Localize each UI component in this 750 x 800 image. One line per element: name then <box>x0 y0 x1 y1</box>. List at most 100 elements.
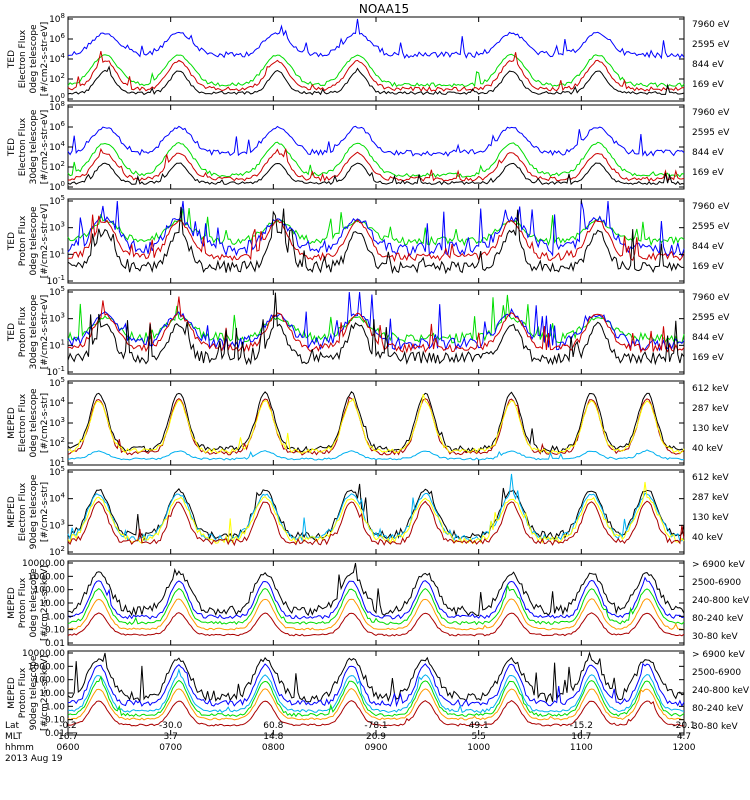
y-axis-label-line: Electron Flux <box>18 117 28 176</box>
y-tick-label: 108 <box>49 100 65 113</box>
legend-entry: 169 eV <box>692 353 725 363</box>
series-line-1 <box>67 294 685 344</box>
series-line-1 <box>67 651 685 704</box>
x-tick-label: -15.2 <box>570 721 593 731</box>
x-tick-label: -78.1 <box>364 721 387 731</box>
x-tick-label: 1000 <box>467 743 490 753</box>
y-axis-label-line: [#/cm2-s-str-eV] <box>40 22 50 97</box>
series-line-2 <box>67 291 685 352</box>
y-tick-label: 1.00 <box>45 702 65 712</box>
x-tick-label: 1200 <box>673 743 696 753</box>
series-line-3 <box>68 214 685 263</box>
x-tick-label: -30.0 <box>159 721 183 731</box>
y-tick-label: 10-1 <box>47 365 65 378</box>
y-tick-label: 10.00 <box>39 599 65 609</box>
panel-2: 100 102 104 106 108 TED Electron Flux 30deg tel… <box>7 100 730 193</box>
panel-frame <box>67 16 685 102</box>
legend-entry: 80-240 keV <box>692 704 744 714</box>
panel-8: 0.01 0.10 1.00 10.00 100.00 1000.00 10000.00 ME… <box>7 649 750 739</box>
panel-4: 10-1 101 103 105 TED Proton Flux 30deg telesco… <box>7 285 730 378</box>
legend-entry: > 6900 keV <box>692 650 746 660</box>
y-axis-label-line: [#/cm2-s-str-eV] <box>40 110 50 185</box>
y-tick-label: 105 <box>49 465 65 478</box>
y-axis-label-line: MEPED <box>7 407 17 439</box>
series-line-4 <box>67 500 685 547</box>
y-tick-label: 106 <box>49 32 65 45</box>
y-axis-label-line: [#/cm2-s-sr-keV] <box>40 565 50 641</box>
y-axis-label-line: 0deg telescope <box>29 568 39 638</box>
series-line-2 <box>67 141 685 178</box>
y-tick-label: 0.01 <box>45 729 65 739</box>
x-tick-label: 60.8 <box>263 721 283 731</box>
legend-entry: 30-80 keV <box>692 632 738 642</box>
legend-entry: 287 keV <box>692 404 729 414</box>
y-tick-label: 104 <box>49 492 65 505</box>
y-tick-label: 10.00 <box>39 689 65 699</box>
y-tick-label: 100 <box>49 92 65 105</box>
legend-entry: 169 eV <box>692 80 725 90</box>
y-tick-label: 102 <box>49 160 65 173</box>
y-tick-label: 102 <box>49 545 65 558</box>
y-axis-label-line: TED <box>7 232 17 251</box>
panel-1: 100 102 104 106 108 TED Electron Flux 0deg tele… <box>7 12 730 105</box>
y-axis-label-line: 90deg telescope <box>29 474 39 549</box>
series-line-1 <box>67 208 685 247</box>
y-tick-label: 103 <box>49 312 65 325</box>
y-axis-label-line: TED <box>7 323 17 342</box>
x-tick-label: 0600 <box>57 743 80 753</box>
series-line-5 <box>67 688 685 721</box>
y-axis-label-line: Proton Flux <box>18 215 28 266</box>
series-line-1 <box>67 125 685 157</box>
series-line-3 <box>67 667 685 713</box>
y-tick-label: 100 <box>49 180 65 193</box>
series-line-1 <box>67 562 685 617</box>
y-tick-label: 105 <box>49 376 65 389</box>
legend-entry: 40 keV <box>692 444 724 454</box>
x-tick-label: 4.7 <box>677 732 691 742</box>
x-tick-label: 5.5 <box>472 732 486 742</box>
x-row-label: Lat <box>5 721 20 731</box>
y-tick-label: 108 <box>49 12 65 25</box>
series-line-3 <box>67 481 685 545</box>
y-tick-label: 0.10 <box>45 626 65 636</box>
series-line-3 <box>67 394 685 455</box>
y-tick-label: 1000.00 <box>28 662 65 672</box>
legend-entry: 30-80 keV <box>692 722 738 732</box>
panel-frame <box>67 469 685 555</box>
y-tick-label: 0.01 <box>45 639 65 649</box>
y-tick-label: 103 <box>49 221 65 234</box>
y-axis-label-line: Electron Flux <box>18 482 28 541</box>
y-axis-label-line: Proton Flux <box>18 667 28 718</box>
series-line-4 <box>67 65 685 96</box>
y-axis-label-line: [#/cm2-s-str] <box>40 393 50 453</box>
y-axis-label-line: MEPED <box>7 496 17 528</box>
series-line-1 <box>67 18 685 60</box>
y-axis-label-line: TED <box>7 138 17 157</box>
panel-3: 10-1 101 103 105 TED Proton Flux 0deg telescop… <box>7 194 730 287</box>
x-tick-label: 16.7 <box>58 732 78 742</box>
y-axis-label-line: [#/cm2-s-str-eV] <box>40 295 50 370</box>
y-tick-label: 101 <box>49 456 65 469</box>
legend-entry: 7960 eV <box>692 202 730 212</box>
x-tick-label: 3.7 <box>164 732 178 742</box>
series-line-5 <box>67 612 685 637</box>
legend-entry: 612 keV <box>692 473 729 483</box>
legend-entry: 169 eV <box>692 168 725 178</box>
x-tick-label: 0800 <box>262 743 285 753</box>
series-line-4 <box>67 449 685 461</box>
legend-entry: 7960 eV <box>692 108 730 118</box>
y-tick-label: 104 <box>49 396 65 409</box>
legend-entry: 40 keV <box>692 533 724 543</box>
series-line-4 <box>67 292 685 366</box>
y-tick-label: 0.10 <box>45 716 65 726</box>
y-axis-label-line: [#/cm2-s-str] <box>40 482 50 542</box>
y-axis-label-line: TED <box>7 50 17 69</box>
series-line-4 <box>67 206 685 275</box>
legend-entry: 240-800 keV <box>692 596 750 606</box>
x-tick-label: 1100 <box>570 743 593 753</box>
x-axis-group: LatMLThhmm-0.216.70600-30.03.7070060.814… <box>5 721 696 764</box>
series-line-1 <box>67 391 685 453</box>
y-axis-label-line: 90deg telescope <box>29 655 39 730</box>
